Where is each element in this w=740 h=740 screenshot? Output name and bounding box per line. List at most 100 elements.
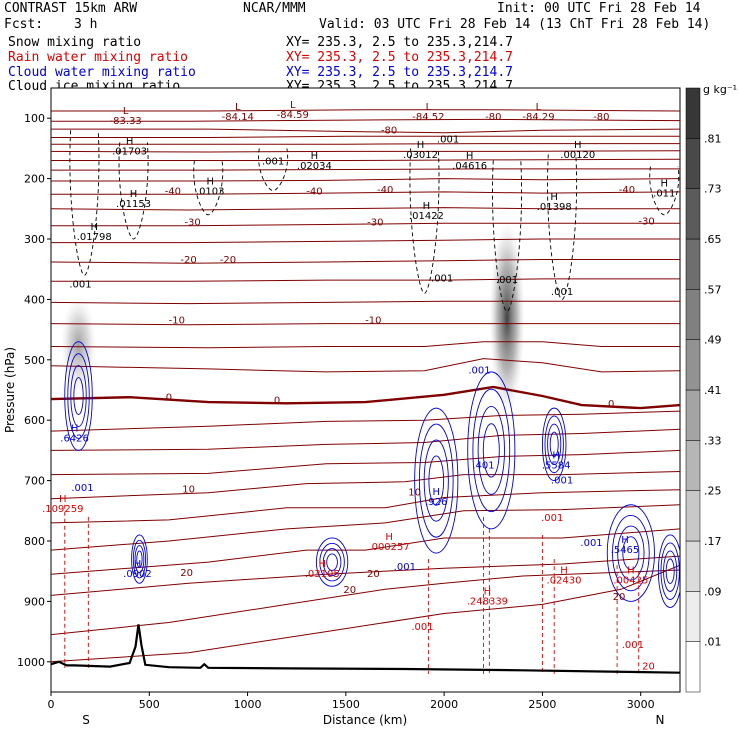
extremum-mark: H [206,176,214,187]
isotherm-line [51,323,680,326]
isotherm-line [51,471,680,500]
extremum-value: .00425 [613,575,648,586]
cloud-water-contour [606,504,655,602]
isotherm-label: -20 [220,255,236,266]
isotherm-line [51,569,680,636]
colorbar-segment [685,591,701,642]
colorbar-segment [685,490,701,542]
isotherm-line [51,528,680,575]
extremum-value: .109259 [42,504,83,515]
forecast-hours: 3 h [74,17,98,32]
colorbar-label: .01 [704,636,722,649]
colorbar-unit: g kg⁻¹ [703,83,737,96]
extremum-value: .03012 [403,150,438,161]
colorbar-segment [685,138,701,189]
extremum-mark: H [432,487,440,498]
extremum-value: -84.14 [222,112,254,123]
cloud-water-label: .001 [580,538,602,549]
y-tick-label: 900 [24,595,45,608]
rain-label: .001 [622,640,644,651]
colorbar-label: .41 [704,384,722,397]
north-end-label: N [656,713,665,727]
isotherm-line [51,428,680,451]
isotherm-label: 20 [613,592,626,603]
snow-label: .001 [437,134,459,145]
isotherm-line [51,128,680,134]
extremum-mark: H [126,136,134,147]
extremum-value: -84.52 [412,112,444,123]
plot-frame [50,87,681,693]
isotherm-label: 20 [343,585,356,596]
extremum-mark: H [134,559,142,570]
extremum-value: .926 [425,497,447,508]
snow-contour [118,142,149,240]
field-snow-xy: XY= 235.3, 2.5 to 235.3,214.7 [286,35,513,50]
y-tick-label: 100 [24,112,45,125]
colorbar-segment [685,641,701,693]
cloud-water-contour [665,558,675,584]
extremum-value: .5584 [542,461,571,472]
snow-contour [258,148,289,192]
extremum-mark: H [466,151,474,162]
cloud-water-label: .001 [394,562,416,573]
forecast-label: Fcst: [4,17,44,32]
x-tick-label: 2500 [528,698,556,711]
isotherm-label: 0 [166,392,172,403]
cloud-water-contour [482,423,500,478]
isotherm-label: 20 [367,569,380,580]
extremum-mark: L [123,106,129,117]
isotherm-label: -40 [165,186,181,197]
cloud-water-label: .001 [468,366,490,377]
x-tick-label: 500 [139,698,160,711]
isotherm-label: -80 [593,112,609,123]
extremum-value: .04616 [452,161,487,172]
x-tick-label: 0 [48,698,55,711]
extremum-value: .5465 [611,545,640,556]
isotherm-line [51,489,680,524]
cloud-water-contour [134,545,145,574]
colorbar-segment [685,339,701,391]
extremum-value: -84.29 [522,112,554,123]
y-tick-label: 1000 [17,656,45,669]
extremum-mark: H [59,494,67,505]
cloud-water-contour [418,423,454,538]
snow-label: .001 [69,279,91,290]
cloud-water-contour [319,542,345,582]
cloud-water-contour [414,407,459,554]
extremum-mark: H [550,192,558,203]
extremum-value: -84.59 [277,110,309,121]
extremum-mark: H [71,423,79,434]
x-tick-label: 2000 [430,698,458,711]
y-tick-label: 200 [24,173,45,186]
cloud-water-contour [326,553,338,571]
extremum-mark: H [552,451,560,462]
isotherm-label: -80 [485,112,501,123]
extremum-value: .02034 [297,161,332,172]
cloud-water-contour [622,536,640,570]
colorbar-segment [685,188,701,240]
rain-label: .001 [541,513,563,524]
colorbar-label: .65 [704,233,722,246]
isotherm-line [51,191,680,195]
extremum-value: .6426 [60,433,89,444]
colorbar-label: .25 [704,485,722,498]
isotherm-label: 0 [608,399,614,410]
isotherm-label: -10 [365,316,381,327]
cloud-water-contour [315,537,349,587]
extremum-mark: H [661,179,669,190]
cloud-water-contour [472,388,511,513]
colorbar-label: .09 [704,585,722,598]
cloud-water-contour [131,534,148,584]
field-rain-name: Rain water mixing ratio [8,50,189,65]
extremum-value: .03105 [305,569,340,580]
extremum-mark: H [417,140,425,151]
extremum-value: .0103 [196,186,225,197]
colorbar-label: .57 [704,283,722,296]
y-tick-label: 500 [24,354,45,367]
extremum-mark: H [130,189,138,200]
extremum-mark: H [385,532,393,543]
isotherm-line [51,259,680,264]
colorbar-segment [685,440,701,491]
isotherm-line [51,118,680,122]
